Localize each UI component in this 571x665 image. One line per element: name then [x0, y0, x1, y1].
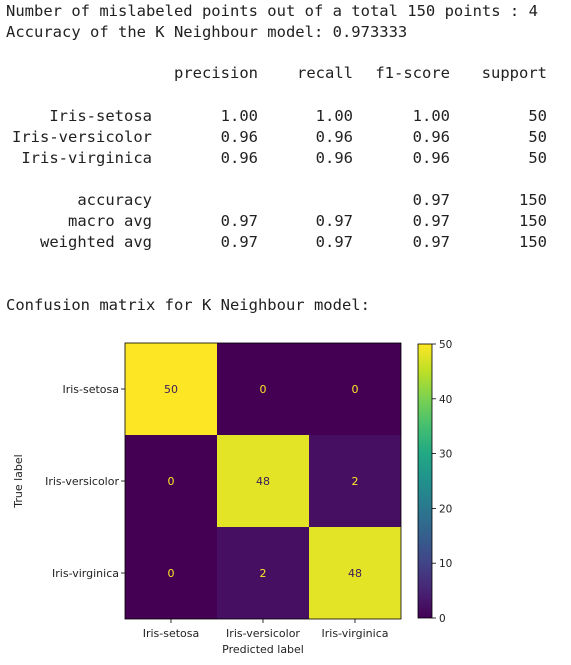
report-cell-f1: 1.00: [412, 107, 450, 125]
y-axis-label: True label: [12, 454, 25, 508]
report-total-label: accuracy: [77, 191, 152, 209]
report-cell-f1: 0.96: [412, 149, 450, 167]
cm-cell-value: 48: [348, 567, 362, 580]
report-row-label: Iris-versicolor: [12, 128, 152, 146]
report-cell-support: 50: [528, 149, 547, 167]
colorbar: [417, 343, 433, 619]
x-tick-label: Iris-versicolor: [226, 627, 300, 640]
cm-cell: [309, 435, 401, 527]
cm-cell: [125, 343, 217, 435]
colorbar-tick-label: 30: [439, 449, 452, 461]
cm-cell-value: 0: [168, 567, 175, 580]
cm-cell: [309, 527, 401, 619]
report-cell-recall: 0.96: [315, 128, 353, 146]
report-cell-support: 50: [528, 128, 547, 146]
report-header-4: support: [481, 64, 547, 82]
cm-cell: [125, 435, 217, 527]
cm-cell-value: 0: [168, 475, 175, 488]
cm-cell: [217, 435, 309, 527]
report-header-3: f1-score: [375, 64, 450, 82]
report-cell-support: 50: [528, 107, 547, 125]
cm-cell: [309, 343, 401, 435]
cm-cell-value: 2: [352, 475, 359, 488]
report-cell-support: 150: [519, 233, 547, 251]
cm-cell-value: 50: [164, 383, 178, 396]
cm-cell: [217, 343, 309, 435]
x-tick-label: Iris-virginica: [322, 627, 389, 640]
y-tick-label: Iris-virginica: [52, 567, 119, 580]
colorbar-tick-label: 20: [439, 503, 452, 515]
x-axis-label: Predicted label: [222, 643, 304, 656]
report-row-label: Iris-virginica: [21, 149, 152, 167]
report-cell-precision: 0.97: [220, 233, 258, 251]
cm-cell-value: 48: [256, 475, 270, 488]
colorbar-tick-label: 0: [439, 613, 446, 625]
report-cell-precision: 0.96: [220, 149, 258, 167]
report-cell-f1: 0.97: [412, 191, 450, 209]
report-cell-f1: 0.97: [412, 233, 450, 251]
report-cell-precision: 0.97: [220, 212, 258, 230]
report-header-1: precision: [174, 64, 258, 82]
report-cell-precision: 0.96: [220, 128, 258, 146]
report-cell-support: 150: [519, 191, 547, 209]
cm-cell: [125, 527, 217, 619]
report-cell-precision: 1.00: [220, 107, 258, 125]
report-total-label: macro avg: [68, 212, 152, 230]
mislabeled-summary: Number of mislabeled points out of a tot…: [6, 2, 538, 20]
cm-cell-value: 0: [352, 383, 359, 396]
cm-cell-value: 2: [260, 567, 267, 580]
cm-cell: [217, 527, 309, 619]
y-tick-label: Iris-setosa: [62, 383, 119, 396]
y-tick-label: Iris-versicolor: [45, 475, 119, 488]
colorbar-tick-label: 10: [439, 558, 452, 570]
accuracy-summary: Accuracy of the K Neighbour model: 0.973…: [6, 23, 408, 41]
report-cell-support: 150: [519, 212, 547, 230]
cm-cell-value: 0: [260, 383, 267, 396]
colorbar-tick-label: 50: [439, 339, 452, 351]
report-row-label: Iris-setosa: [49, 107, 152, 125]
confusion-matrix-chart: 50 0 00 48 20 2 48Iris-setosaIris-versicolorIr…: [12, 339, 452, 656]
report-cell-recall: 0.97: [315, 233, 353, 251]
report-total-label: weighted avg: [40, 233, 152, 251]
report-cell-recall: 1.00: [315, 107, 353, 125]
colorbar-tick-label: 40: [439, 394, 452, 406]
report-header-2: recall: [297, 64, 353, 82]
confusion-matrix-title: Confusion matrix for K Neighbour model:: [6, 296, 370, 314]
report-cell-f1: 0.96: [412, 128, 450, 146]
report-cell-recall: 0.97: [315, 212, 353, 230]
report-cell-f1: 0.97: [412, 212, 450, 230]
report-cell-recall: 0.96: [315, 149, 353, 167]
x-tick-label: Iris-setosa: [143, 627, 200, 640]
